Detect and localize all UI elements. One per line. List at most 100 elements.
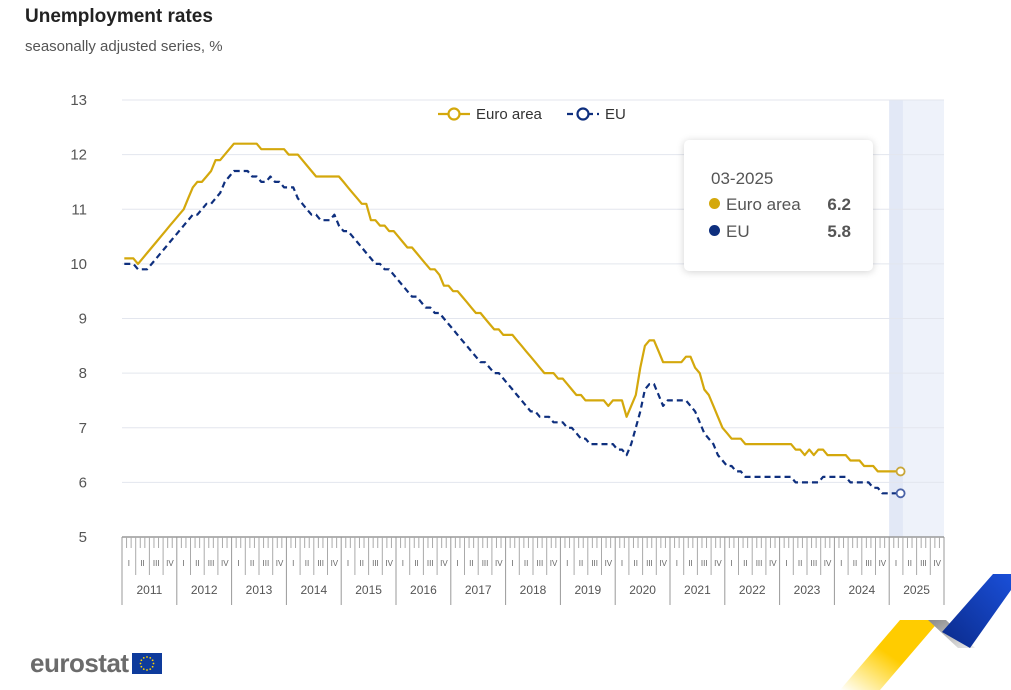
eu-line	[124, 169, 901, 495]
eu-last-point	[895, 488, 906, 499]
legend-marker-icon	[576, 107, 590, 121]
quarter-label: III	[701, 559, 708, 568]
quarter-label: III	[756, 559, 763, 568]
y-tick-label: 11	[71, 201, 87, 218]
year-label: 2020	[629, 583, 656, 597]
quarter-label: II	[469, 559, 473, 568]
tooltip-row-eu: EU 5.8	[709, 222, 851, 242]
year-label: 2017	[465, 583, 492, 597]
tooltip-value: 6.2	[827, 195, 851, 214]
quarter-label: I	[457, 559, 459, 568]
quarter-label: III	[646, 559, 653, 568]
tooltip-label: EU	[726, 222, 750, 241]
quarter-label: IV	[331, 559, 339, 568]
quarter-label: IV	[385, 559, 393, 568]
year-label: 2015	[355, 583, 382, 597]
flag-star-icon	[152, 662, 154, 665]
quarter-label: I	[785, 559, 787, 568]
quarter-label: I	[128, 559, 130, 568]
quarter-label: I	[237, 559, 239, 568]
quarter-label: IV	[550, 559, 558, 568]
legend: Euro area EU	[438, 106, 626, 123]
legend-marker-icon	[447, 107, 461, 121]
flag-star-icon	[140, 665, 142, 668]
quarter-label: I	[347, 559, 349, 568]
quarter-label: II	[908, 559, 912, 568]
year-label: 2019	[574, 583, 601, 597]
flag-star-icon	[148, 656, 151, 659]
quarter-label: I	[676, 559, 678, 568]
euro-area-dot-icon	[709, 198, 720, 209]
eu-dot-icon	[709, 225, 720, 236]
y-tick-label: 13	[70, 92, 87, 109]
quarter-label: III	[372, 559, 379, 568]
y-tick-label: 10	[70, 256, 87, 273]
chart-subtitle: seasonally adjusted series, %	[25, 38, 223, 55]
y-tick-label: 9	[79, 311, 87, 328]
quarter-label: I	[566, 559, 568, 568]
y-tick-label: 6	[79, 474, 87, 491]
year-label: 2024	[848, 583, 875, 597]
quarter-label: IV	[276, 559, 284, 568]
quarter-label: II	[195, 559, 199, 568]
quarter-label: IV	[714, 559, 722, 568]
quarter-label: II	[688, 559, 692, 568]
quarter-label: IV	[659, 559, 667, 568]
year-label: 2011	[136, 583, 162, 597]
quarter-label: II	[798, 559, 802, 568]
eu-flag-icon	[131, 653, 162, 674]
flag-star-icon	[145, 669, 148, 671]
tooltip-date: 03-2025	[711, 169, 774, 188]
quarter-label: I	[402, 559, 404, 568]
quarter-label: I	[511, 559, 513, 568]
quarter-label: I	[840, 559, 842, 568]
euro-area-line	[124, 142, 901, 473]
year-label: 2022	[739, 583, 766, 597]
quarter-label: II	[634, 559, 638, 568]
quarter-label: II	[524, 559, 528, 568]
tooltip: 03-2025 Euro area 6.2 EU 5.8	[684, 140, 873, 271]
quarter-label: II	[414, 559, 418, 568]
tooltip-value: 5.8	[827, 222, 851, 241]
quarter-label: III	[591, 559, 598, 568]
flag-star-icon	[140, 659, 142, 662]
quarter-label: III	[263, 559, 270, 568]
quarter-label: III	[317, 559, 324, 568]
quarter-label: II	[360, 559, 364, 568]
quarter-label: III	[865, 559, 872, 568]
y-tick-label: 5	[79, 529, 87, 546]
quarter-label: IV	[769, 559, 777, 568]
flag-star-icon	[148, 668, 151, 671]
year-label: 2021	[684, 583, 711, 597]
flag-star-icon	[139, 662, 141, 665]
year-label: 2018	[520, 583, 547, 597]
y-tick-label: 8	[79, 365, 87, 382]
tooltip-label: Euro area	[726, 195, 801, 214]
quarter-label: III	[153, 559, 160, 568]
quarter-label: III	[208, 559, 215, 568]
quarter-label: I	[895, 559, 897, 568]
quarter-label: III	[920, 559, 927, 568]
year-label: 2012	[191, 583, 218, 597]
quarter-label: IV	[440, 559, 448, 568]
quarter-label: II	[579, 559, 583, 568]
quarter-label: I	[292, 559, 294, 568]
year-label: 2013	[246, 583, 273, 597]
flag-star-icon	[151, 659, 154, 662]
quarter-label: IV	[605, 559, 613, 568]
year-label: 2016	[410, 583, 437, 597]
quarter-label: IV	[495, 559, 503, 568]
legend-label[interactable]: EU	[605, 106, 626, 123]
quarter-label: II	[743, 559, 747, 568]
legend-label[interactable]: Euro area	[476, 106, 543, 123]
eurostat-logo: eurostat	[30, 648, 162, 679]
flag-star-icon	[145, 656, 148, 658]
chart-title: Unemployment rates	[25, 6, 213, 27]
quarter-label: IV	[824, 559, 832, 568]
flag-star-icon	[142, 656, 145, 659]
y-tick-label: 12	[70, 147, 87, 164]
quarter-label: III	[482, 559, 489, 568]
flag-star-icon	[151, 665, 154, 668]
quarter-label: III	[811, 559, 818, 568]
